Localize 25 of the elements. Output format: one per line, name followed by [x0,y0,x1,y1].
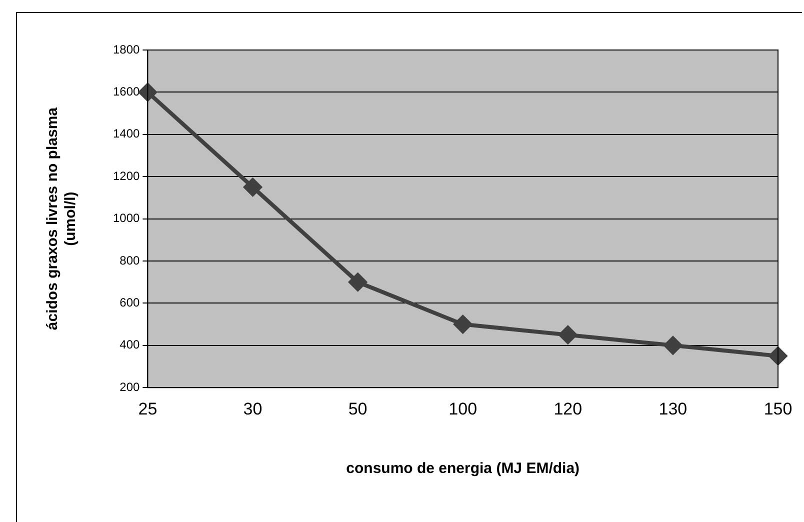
y-tick-label: 200 [120,380,140,394]
x-tick-label: 25 [138,399,158,418]
point [558,326,577,344]
point [138,83,157,102]
point [769,346,787,365]
point [454,315,472,334]
y-tick-label: 1000 [112,211,140,226]
x-tick-label: 150 [764,399,792,418]
y-tick-label: 1800 [112,42,140,56]
y-tick-label: 1600 [112,84,140,99]
x-tick-label: 50 [348,399,368,418]
x-tick-label: 100 [448,399,478,418]
y-tick-label: 400 [120,338,140,352]
y-tick-label: 1400 [112,126,140,141]
y-axis-title: ácidos graxos livres no plasma (umol/l) [44,106,80,330]
x-axis-title: consumo de energia (MJ EM/dia) [346,460,580,478]
point [664,336,682,354]
y-tick-label: 600 [120,296,140,310]
point [348,273,367,292]
x-tick-label: 120 [554,399,582,418]
x-tick-label: 130 [658,399,688,418]
x-tick-label: 30 [243,399,262,418]
y-tick-label: 800 [120,253,140,268]
point [244,178,262,196]
y-tick-label: 1200 [112,168,140,183]
